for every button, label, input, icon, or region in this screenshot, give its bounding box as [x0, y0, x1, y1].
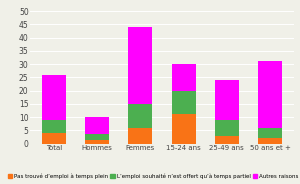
Bar: [42, 133, 66, 144]
Bar: [215, 136, 239, 144]
Bar: [172, 114, 196, 144]
Bar: [42, 75, 66, 120]
Legend: Pas trouvé d’emploi à temps plein, L’emploi souhaité n’est offert qu’à temps par: Pas trouvé d’emploi à temps plein, L’emp…: [6, 171, 300, 181]
Bar: [258, 61, 282, 128]
Bar: [128, 27, 152, 104]
Bar: [128, 128, 152, 144]
Bar: [258, 138, 282, 144]
Bar: [258, 128, 282, 138]
Bar: [42, 120, 66, 133]
Bar: [172, 64, 196, 91]
Bar: [172, 91, 196, 114]
Bar: [215, 120, 239, 136]
Bar: [215, 80, 239, 120]
Bar: [85, 134, 109, 139]
Bar: [128, 104, 152, 128]
Bar: [85, 117, 109, 134]
Bar: [85, 139, 109, 144]
